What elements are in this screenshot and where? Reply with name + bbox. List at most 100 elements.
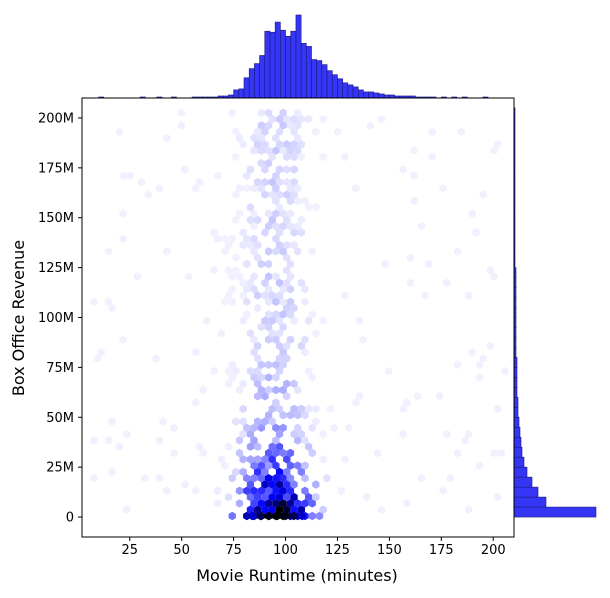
hexbin-cell <box>155 474 164 483</box>
hexbin-cell <box>337 486 345 495</box>
hexbin-cell <box>265 310 273 319</box>
top-marginal-bar <box>238 88 245 99</box>
hexbin-cell <box>268 316 276 325</box>
hexbin-cell <box>294 133 302 143</box>
hexbin-cell <box>228 108 236 117</box>
hexbin-cell <box>265 108 273 117</box>
hexbin-cell <box>301 461 309 470</box>
hexbin-cell <box>279 360 287 369</box>
hexbin-cell <box>243 234 251 243</box>
hexbin-cell <box>246 240 254 250</box>
hexbin-cell <box>410 196 418 206</box>
y-tick-label: 75M <box>46 361 74 376</box>
hexbin-cell <box>272 385 280 395</box>
hexbin-cell <box>94 354 102 363</box>
hexbin-cell <box>283 152 291 162</box>
hexbin-cell <box>265 486 273 495</box>
hexbin-cell <box>257 146 265 155</box>
top-marginal-bar <box>331 74 338 99</box>
hexbin-cell <box>195 442 204 451</box>
hexbin-cell <box>254 140 262 149</box>
hexbin-cell <box>265 511 273 521</box>
hexbin-cell <box>152 354 160 363</box>
x-tick-label: 175 <box>429 543 454 558</box>
hexbin-cell <box>254 379 262 388</box>
hexbin-cell <box>283 253 291 262</box>
hexbin-cell <box>279 297 287 306</box>
hexbin-cell <box>246 203 254 212</box>
hexbin-cell <box>494 492 502 502</box>
hexbin-cell <box>134 272 142 281</box>
hexbin-cell <box>221 234 229 243</box>
hexbin-cell <box>305 366 313 376</box>
hexbin-cell <box>265 411 273 420</box>
hexbin-cell <box>281 511 290 521</box>
hexbin-cell <box>239 417 247 426</box>
hexbin-cell <box>275 404 284 414</box>
hexbin-cell <box>272 436 280 445</box>
hexbin-cell <box>243 259 251 269</box>
hexbin-cell <box>228 511 236 521</box>
top-marginal-bar <box>347 84 354 99</box>
hexbin-cell <box>243 171 251 180</box>
hexbin-cell <box>406 278 415 288</box>
hexbin-cell <box>294 436 302 445</box>
hexbin-cell <box>279 222 287 231</box>
hexbin-cell <box>286 209 295 218</box>
hexbin-cell <box>290 228 298 237</box>
hexbin-cell <box>261 492 269 502</box>
hexbin-cell <box>163 133 171 143</box>
hexbin-cell <box>294 247 302 256</box>
hexbin-cell <box>268 455 276 464</box>
hexbin-cell <box>308 247 316 256</box>
hexbin-cell <box>301 486 309 495</box>
hexbin-cell <box>232 127 240 136</box>
top-marginal-bar <box>254 63 260 99</box>
hexbin-cell <box>399 429 407 439</box>
hexbin-cell <box>250 499 258 508</box>
hexbin-cell <box>250 335 258 344</box>
hexbin-cell <box>279 108 287 117</box>
y-tick-label: 200M <box>38 111 74 126</box>
hexbin-cell <box>275 480 284 489</box>
x-axis-label: Movie Runtime (minutes) <box>196 566 398 585</box>
hexbin-cell <box>279 448 287 458</box>
hexbin-cell <box>257 461 265 470</box>
hexbin-cell <box>279 310 287 319</box>
hexbin-cell <box>283 215 291 225</box>
hexbin-cell <box>363 492 371 502</box>
hexbin-cell <box>177 121 185 130</box>
right-marginal-bar <box>513 506 597 518</box>
hexbin-cell <box>239 278 247 288</box>
hexbin-cell <box>137 177 145 187</box>
hexbin-cell <box>298 511 306 521</box>
hexbin-cell <box>283 379 291 388</box>
hexbin-cell <box>494 404 502 414</box>
hexbin-cell <box>275 190 284 199</box>
hexbin-cell <box>268 404 276 414</box>
hexbin-cell <box>486 266 495 275</box>
hexbin-cell <box>305 442 313 451</box>
hexbin-cell <box>257 108 265 117</box>
hexbin-cell <box>294 196 302 206</box>
hexbin-cell <box>163 486 171 495</box>
hexbin-cell <box>261 278 269 288</box>
hexbin-cell <box>319 505 327 514</box>
hexbin-cell <box>250 423 258 432</box>
hexbin-cell <box>254 215 262 225</box>
top-marginal-bar <box>306 46 312 99</box>
hexbin-cell <box>141 474 149 483</box>
hexbin-cell <box>286 310 295 319</box>
hexbin-cell <box>272 247 280 256</box>
hexbin-cell <box>243 511 251 521</box>
hexbin-cell <box>250 474 258 483</box>
hexbin-cell <box>297 404 305 414</box>
top-marginal-bar <box>248 68 255 99</box>
hexbin-cell <box>257 133 265 143</box>
hexbin-cell <box>374 448 382 458</box>
hexbin-cell <box>265 297 273 306</box>
hexbin-cell <box>257 423 265 432</box>
hexbin-cell <box>250 222 258 231</box>
hexbin-cell <box>261 455 269 464</box>
